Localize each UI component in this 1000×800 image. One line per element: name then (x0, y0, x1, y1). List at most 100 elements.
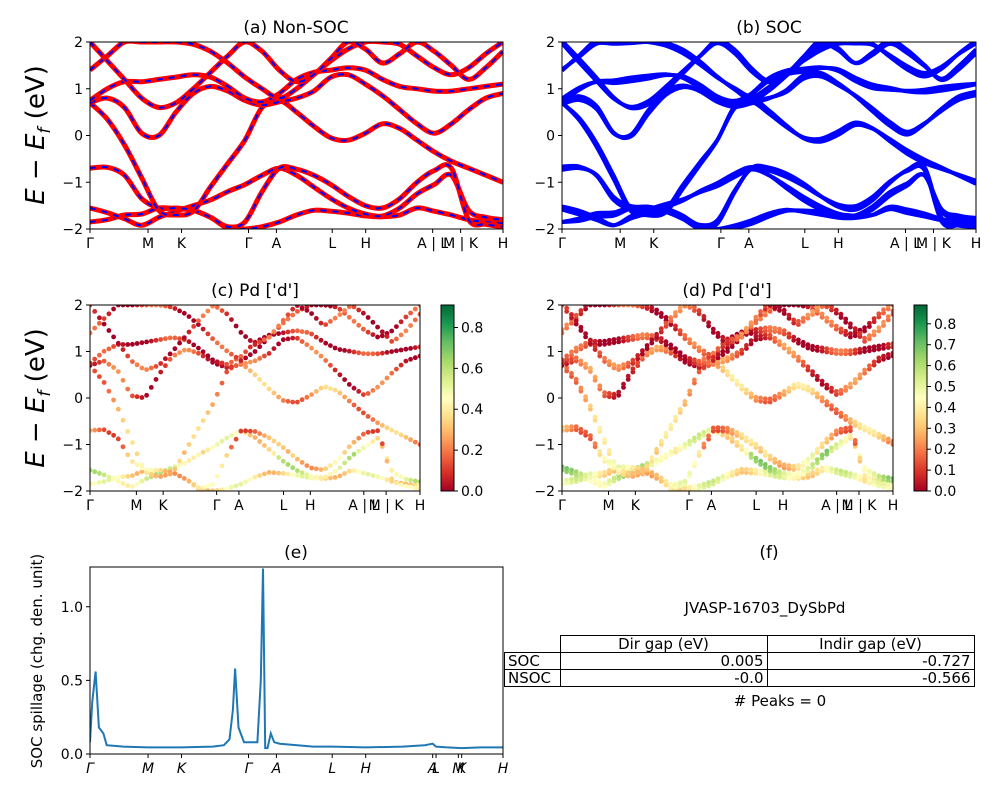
projection-point (833, 470, 839, 476)
projection-point (285, 336, 291, 342)
projection-point (673, 418, 678, 423)
projection-point (597, 299, 602, 304)
projection-point (649, 337, 655, 343)
x-tick-label: A (271, 761, 282, 777)
projection-point (625, 360, 631, 366)
projection-point (833, 445, 839, 451)
projection-point (871, 316, 877, 321)
projection-point (337, 390, 343, 396)
projection-point (767, 309, 773, 314)
projection-point (257, 431, 263, 436)
projection-point (767, 464, 773, 470)
projection-point (90, 428, 93, 433)
projection-point (625, 334, 631, 340)
projection-point (644, 466, 650, 472)
projection-point (370, 417, 376, 422)
projection-point (408, 437, 413, 443)
projection-point (276, 323, 281, 329)
projection-point (748, 470, 754, 476)
projection-point (394, 336, 399, 342)
projection-point (417, 486, 420, 491)
projection-point (729, 427, 735, 433)
x-tick-label: H (778, 498, 789, 514)
projection-point (106, 361, 112, 367)
projection-point (881, 474, 886, 480)
projection-point (233, 354, 239, 360)
projection-point (819, 465, 825, 471)
y-tick-label: −1 (534, 175, 555, 191)
row-label-nsoc: NSOC (504, 669, 561, 687)
projection-point (177, 340, 183, 346)
projection-point (243, 479, 249, 485)
projection-point (729, 473, 735, 478)
projection-point (200, 485, 206, 490)
projection-point (848, 384, 853, 390)
projection-point (786, 471, 792, 477)
projection-point (285, 398, 291, 404)
projection-point (852, 441, 858, 447)
projection-point (881, 310, 886, 316)
projection-point (224, 311, 230, 317)
ylabel-c: E − Ef (eV) (21, 328, 55, 468)
projection-point (852, 377, 858, 382)
projection-point (862, 346, 867, 351)
projection-point (857, 372, 863, 378)
projection-point (791, 472, 797, 477)
projection-point (564, 469, 570, 475)
projection-point (224, 486, 230, 491)
projection-point (90, 467, 93, 473)
material-id: JVASP-16703_DySbPd (684, 599, 846, 617)
projection-point (701, 348, 707, 354)
x-tick-label: M | K (916, 236, 952, 252)
projection-point (810, 470, 815, 475)
bands-soc (562, 42, 976, 229)
projection-point (871, 332, 877, 338)
projection-point (398, 332, 404, 338)
projection-point (654, 476, 659, 481)
axes-c (89, 304, 421, 492)
projection-point (196, 426, 201, 431)
projection-point (682, 478, 688, 484)
band-line-nonsoc (90, 97, 503, 218)
projection-point (867, 345, 872, 350)
projection-point (101, 380, 107, 385)
projection-point (384, 477, 390, 483)
projection-point (833, 442, 839, 447)
projection-point (725, 372, 730, 378)
projection-point (342, 394, 347, 400)
projection-point (569, 359, 574, 365)
projection-point (848, 417, 853, 422)
projection-point (616, 389, 622, 395)
x-tick-label: Γ (717, 236, 725, 252)
x-tick-label: H (888, 498, 899, 514)
projection-point (814, 305, 820, 310)
projection-point (762, 453, 768, 458)
projection-point (271, 438, 277, 444)
projection-point (890, 341, 893, 346)
projection-point (569, 349, 574, 355)
projection-point (106, 388, 112, 394)
projection-point (328, 386, 333, 391)
projection-point (739, 347, 745, 353)
projection-point (299, 474, 305, 479)
projection-point (593, 299, 598, 304)
projection-point (871, 344, 877, 350)
projection-point (876, 325, 882, 331)
projection-point (592, 471, 598, 476)
projection-point (871, 474, 877, 480)
projection-point (606, 462, 612, 468)
projection-point (829, 445, 834, 451)
projection-point (186, 329, 192, 335)
projection-point (753, 445, 759, 450)
projection-point (370, 439, 376, 444)
x-tick-label: L (432, 761, 440, 777)
projection-point (796, 318, 801, 324)
colorbar-tick-label: 0.0 (461, 484, 483, 500)
y-tick-label: −2 (534, 222, 555, 238)
projection-point (412, 478, 418, 484)
spillage-line (90, 568, 503, 750)
projection-point (833, 431, 839, 437)
projection-point (606, 359, 612, 364)
projection-point (829, 435, 834, 441)
projection-point (744, 451, 749, 456)
